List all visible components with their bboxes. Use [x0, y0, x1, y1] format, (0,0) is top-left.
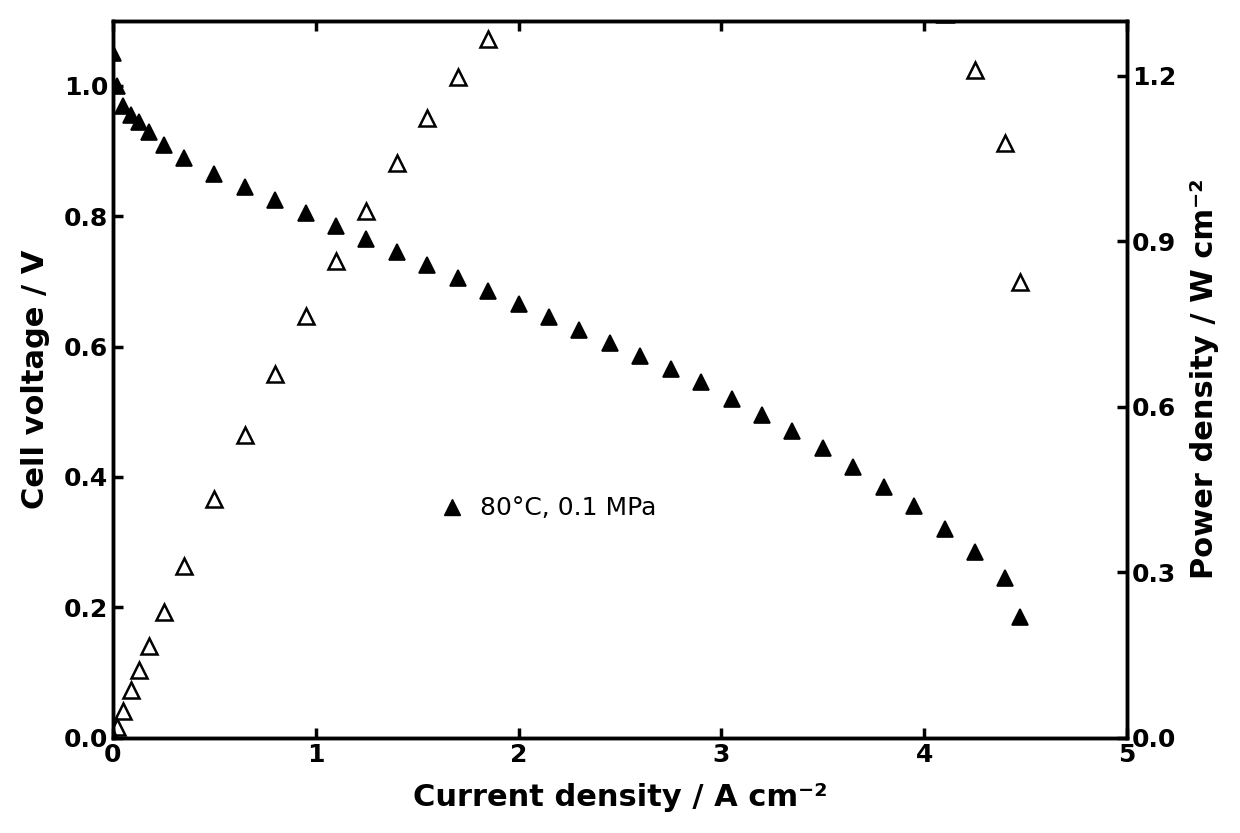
Legend: 80°C, 0.1 MPa: 80°C, 0.1 MPa	[430, 486, 666, 531]
80°C, 0.1 MPa	[693, 377, 708, 387]
Line: 80°C, 0.1 MPa: 80°C, 0.1 MPa	[105, 46, 1027, 625]
80°C, 0.1 MPa	[1012, 612, 1027, 622]
80°C, 0.1 MPa	[268, 195, 283, 205]
80°C, 0.1 MPa	[360, 234, 374, 244]
80°C, 0.1 MPa	[109, 81, 124, 91]
80°C, 0.1 MPa	[115, 101, 130, 111]
80°C, 0.1 MPa	[124, 110, 139, 120]
80°C, 0.1 MPa	[420, 260, 435, 270]
80°C, 0.1 MPa	[663, 365, 678, 375]
80°C, 0.1 MPa	[846, 462, 861, 472]
80°C, 0.1 MPa	[176, 152, 191, 162]
X-axis label: Current density / A cm⁻²: Current density / A cm⁻²	[413, 783, 827, 812]
80°C, 0.1 MPa	[906, 501, 921, 511]
80°C, 0.1 MPa	[389, 247, 404, 257]
80°C, 0.1 MPa	[542, 312, 557, 322]
80°C, 0.1 MPa	[143, 127, 157, 137]
80°C, 0.1 MPa	[816, 442, 831, 452]
80°C, 0.1 MPa	[511, 299, 526, 309]
80°C, 0.1 MPa	[998, 573, 1013, 583]
80°C, 0.1 MPa	[156, 140, 171, 150]
80°C, 0.1 MPa	[207, 169, 222, 179]
80°C, 0.1 MPa	[572, 326, 587, 336]
80°C, 0.1 MPa	[967, 547, 982, 557]
80°C, 0.1 MPa	[724, 394, 739, 404]
80°C, 0.1 MPa	[754, 410, 769, 420]
80°C, 0.1 MPa	[450, 273, 465, 283]
80°C, 0.1 MPa	[105, 48, 120, 58]
80°C, 0.1 MPa	[481, 287, 496, 297]
Y-axis label: Cell voltage / V: Cell voltage / V	[21, 250, 50, 509]
80°C, 0.1 MPa	[298, 208, 312, 218]
80°C, 0.1 MPa	[131, 117, 146, 127]
80°C, 0.1 MPa	[937, 524, 952, 534]
80°C, 0.1 MPa	[785, 426, 800, 436]
80°C, 0.1 MPa	[603, 338, 618, 348]
Y-axis label: Power density / W cm⁻²: Power density / W cm⁻²	[1190, 179, 1219, 580]
80°C, 0.1 MPa	[237, 182, 252, 192]
80°C, 0.1 MPa	[877, 481, 892, 491]
80°C, 0.1 MPa	[632, 352, 647, 362]
80°C, 0.1 MPa	[329, 221, 343, 231]
